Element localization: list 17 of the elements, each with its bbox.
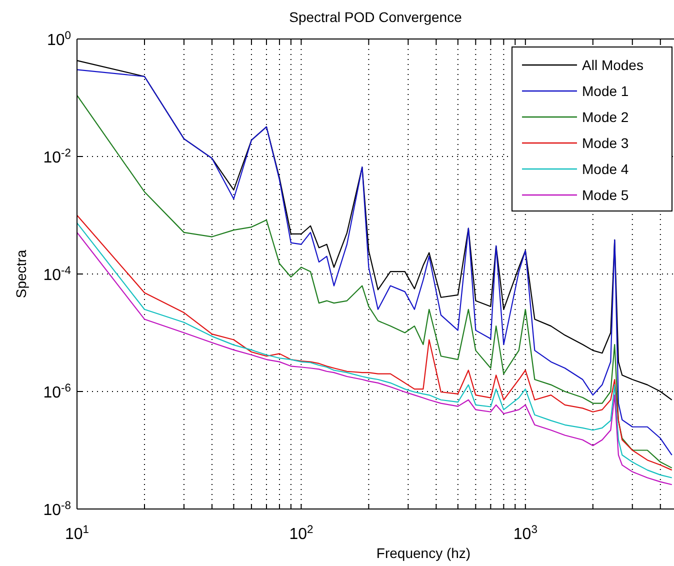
- x-tick-label: 10$^{3}$: [513, 524, 538, 543]
- x-axis-title: Frequency (hz): [376, 545, 471, 561]
- y-tick-label: 10$^{-4}$: [43, 265, 71, 284]
- legend-label: Mode 3: [582, 135, 629, 151]
- legend-label: Mode 1: [582, 83, 629, 99]
- y-axis-title: Spectra: [13, 250, 29, 298]
- x-tick-label: 10$^{1}$: [64, 524, 90, 543]
- legend-label: Mode 5: [582, 187, 629, 203]
- y-tick-label: 10$^{-8}$: [43, 500, 71, 519]
- y-tick-label: 10$^{-2}$: [43, 148, 71, 166]
- legend-label: Mode 2: [582, 109, 629, 125]
- legend-label: Mode 4: [582, 161, 629, 177]
- x-tick-label: 10$^{2}$: [289, 524, 314, 543]
- legend-label: All Modes: [582, 57, 644, 73]
- chart-title: Spectral POD Convergence: [289, 9, 462, 25]
- y-tick-label: 10$^{-6}$: [43, 382, 71, 402]
- y-tick-label: 10$^{0}$: [46, 30, 71, 49]
